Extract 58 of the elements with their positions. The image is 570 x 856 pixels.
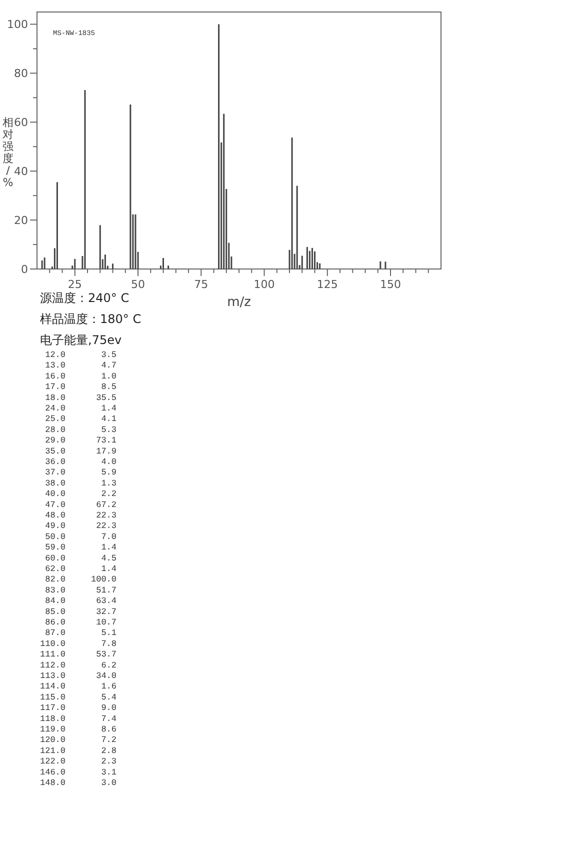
- text: 17.0 8.5: [40, 382, 117, 392]
- text: 121.0 2.8: [40, 746, 117, 756]
- y-tick-label: 0: [21, 263, 28, 276]
- text: 12.0 3.5: [40, 350, 117, 360]
- text: 110.0 7.8: [40, 638, 117, 649]
- text: 85.0 32.7: [40, 606, 117, 617]
- text: 87.0 5.1: [40, 628, 117, 638]
- y-tick-label: 80: [14, 67, 28, 80]
- text: 48.0 22.3: [40, 510, 117, 520]
- text: 13.0 4.7: [40, 360, 117, 371]
- text: 113.0 34.0: [40, 671, 117, 681]
- text: 122.0 2.3: [40, 756, 117, 767]
- text: 源温度：240° C: [40, 291, 130, 305]
- text: 35.0 17.9: [40, 446, 117, 456]
- text: 18.0 35.5: [40, 392, 117, 403]
- y-axis-title: 相对强度/%: [2, 116, 14, 189]
- text: 16.0 1.0: [40, 371, 117, 382]
- text: 84.0 63.4: [40, 596, 117, 606]
- text: 59.0 1.4: [40, 542, 117, 553]
- text: 118.0 7.4: [40, 714, 117, 724]
- y-tick-label: 20: [14, 214, 28, 228]
- x-tick-label: 25: [68, 278, 82, 291]
- text: 25.0 4.1: [40, 414, 117, 424]
- text: 28.0 5.3: [40, 424, 117, 435]
- text: 119.0 8.6: [40, 724, 117, 734]
- text: 36.0 4.0: [40, 457, 117, 467]
- text: 115.0 5.4: [40, 692, 117, 702]
- x-axis-title: m/z: [227, 295, 252, 310]
- y-tick-label: 100: [7, 18, 28, 32]
- y-tick-label: 60: [14, 116, 28, 130]
- text: 37.0 5.9: [40, 468, 117, 478]
- text: 148.0 3.0: [40, 778, 117, 788]
- x-tick-label: 50: [131, 278, 145, 291]
- text: 49.0 22.3: [40, 521, 117, 532]
- y-tick-label: 40: [14, 165, 28, 178]
- text: 114.0 1.6: [40, 682, 117, 692]
- text: 24.0 1.4: [40, 404, 117, 414]
- text: 50.0 7.0: [40, 532, 117, 542]
- text: 111.0 53.7: [40, 650, 117, 660]
- text: 29.0 73.1: [40, 436, 117, 446]
- text: 样品温度：180° C: [40, 312, 142, 326]
- text: 40.0 2.2: [40, 489, 117, 500]
- text: 47.0 67.2: [40, 500, 117, 510]
- text: 62.0 1.4: [40, 564, 117, 574]
- text: 60.0 4.5: [40, 553, 117, 564]
- text: 83.0 51.7: [40, 585, 117, 596]
- text: 82.0 100.0: [40, 574, 117, 585]
- text: 112.0 6.2: [40, 660, 117, 670]
- text: 38.0 1.3: [40, 478, 117, 488]
- x-tick-label: 150: [380, 278, 401, 291]
- x-tick-label: 125: [316, 278, 338, 291]
- x-tick-label: 75: [194, 278, 208, 291]
- text: 120.0 7.2: [40, 735, 117, 746]
- text: 117.0 9.0: [40, 703, 117, 714]
- x-tick-label: 100: [254, 278, 275, 291]
- text: 电子能量,75ev: [40, 333, 122, 347]
- text: 86.0 10.7: [40, 618, 117, 628]
- text: 146.0 3.1: [40, 767, 117, 778]
